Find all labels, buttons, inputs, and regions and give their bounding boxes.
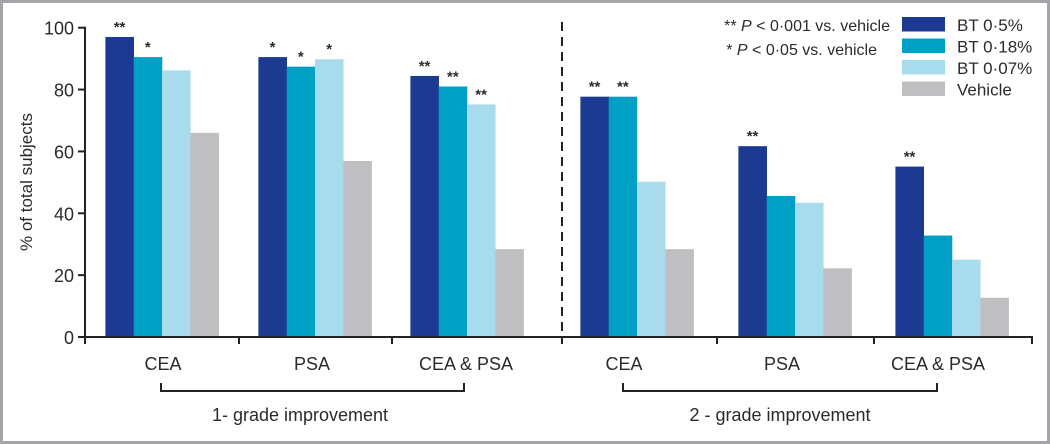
bar (315, 59, 344, 338)
significance-marker: ** (747, 128, 759, 145)
legend-swatch (902, 81, 945, 96)
significance-marker: ** (419, 58, 431, 75)
legend-label: BT 0·18% (957, 38, 1032, 57)
significance-marker: ** (475, 86, 487, 103)
y-tick-label: 60 (54, 142, 74, 162)
significance-marker: * (270, 39, 276, 56)
significance-marker: ** (617, 79, 629, 96)
legend-swatch (902, 60, 945, 75)
group-label: 1- grade improvement (212, 405, 388, 425)
legend-swatch (902, 17, 945, 32)
y-axis-label: % of total subjects (17, 113, 36, 251)
significance-marker: ** (904, 149, 916, 166)
bar (580, 96, 609, 338)
group-bracket (622, 383, 938, 392)
bar (495, 249, 524, 337)
legend: BT 0·5% BT 0·18% BT 0·07% Vehicle (902, 16, 1032, 100)
bar (286, 66, 316, 337)
bar (467, 104, 496, 337)
bar (738, 146, 767, 337)
x-tick-label: PSA (764, 354, 800, 374)
significance-marker: * (145, 39, 151, 56)
x-tick-label: CEA & PSA (891, 354, 985, 374)
group-brackets: 1- grade improvement 2 - grade improvemen… (160, 383, 938, 425)
legend-label: BT 0·5% (957, 16, 1023, 35)
bar (258, 57, 287, 338)
bar (608, 96, 638, 338)
x-tick-label: CEA (605, 354, 642, 374)
bar (823, 268, 852, 337)
significance-marker: * (326, 41, 332, 58)
y-axis: 0 20 40 60 80 100 (44, 19, 86, 348)
legend-label: BT 0·07% (957, 59, 1032, 78)
bars: ******************** (105, 19, 1009, 338)
x-tick-label: PSA (294, 354, 330, 374)
x-tick-label: CEA (144, 354, 181, 374)
bar (637, 181, 666, 337)
bar (190, 132, 219, 337)
bar (343, 161, 372, 337)
y-tick-label: 100 (44, 19, 74, 39)
bar (105, 36, 134, 337)
bar (923, 235, 953, 337)
significance-marker: ** (589, 79, 601, 96)
bar (665, 249, 694, 337)
bar (766, 195, 796, 337)
bar (895, 166, 924, 337)
bar (952, 259, 981, 337)
significance-marker: * (298, 49, 304, 66)
y-tick-label: 80 (54, 81, 74, 101)
annotation-p05: * P < 0·05 vs. vehicle (726, 42, 877, 59)
legend-swatch (902, 38, 945, 53)
bar (410, 75, 439, 337)
group-bracket (160, 383, 465, 392)
x-axis: CEA PSA CEA & PSA CEA PSA CEA & PSA (84, 336, 1033, 374)
significance-marker: ** (447, 68, 459, 85)
significance-marker: ** (114, 19, 126, 36)
bar (795, 202, 824, 337)
y-tick-label: 40 (54, 204, 74, 224)
bar (162, 70, 191, 338)
bar (980, 297, 1009, 337)
bar (438, 86, 468, 337)
annotation-p001: ** P < 0·001 vs. vehicle (724, 18, 890, 35)
legend-label: Vehicle (957, 81, 1012, 100)
x-tick-label: CEA & PSA (419, 354, 513, 374)
y-tick-label: 20 (54, 266, 74, 286)
y-tick-label: 0 (64, 328, 74, 348)
group-label: 2 - grade improvement (689, 405, 870, 425)
bar (133, 57, 163, 338)
